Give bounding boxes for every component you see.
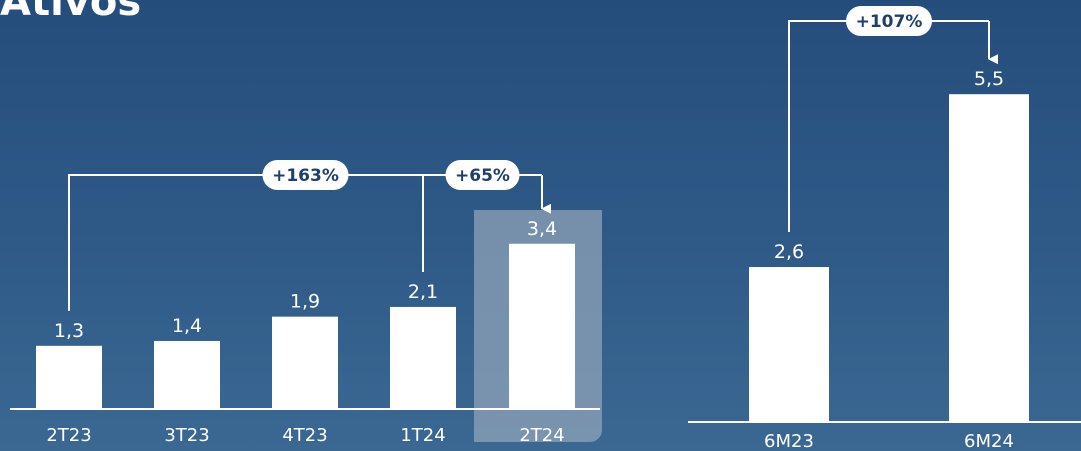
category-label-6m24: 6M24 — [964, 431, 1014, 451]
growth-label-2t23-to-2t24: +163% — [272, 166, 339, 186]
value-label-2t23: 1,3 — [54, 320, 84, 342]
category-label-6m23: 6M23 — [764, 431, 814, 451]
growth-label-1t24-to-2t24: +65% — [455, 166, 510, 186]
category-label-4t23: 4T23 — [282, 425, 327, 446]
bar-3t23 — [154, 340, 220, 409]
bar-6m24 — [949, 94, 1029, 422]
bar-6m23 — [749, 267, 829, 422]
category-label-2t24: 2T24 — [519, 425, 564, 446]
category-label-1t24: 1T24 — [400, 425, 445, 446]
page-title: Ativos — [0, 0, 142, 25]
value-label-1t24: 2,1 — [408, 281, 438, 303]
bar-2t23 — [36, 345, 102, 409]
growth-badge-6m23-to-6m24 — [846, 6, 932, 36]
connector-2t23-to-2t24 — [68, 174, 542, 311]
bar-4t23 — [272, 316, 338, 409]
value-label-2t24: 3,4 — [527, 218, 557, 240]
category-label-2t23: 2T23 — [46, 425, 91, 446]
category-label-3t23: 3T23 — [164, 425, 209, 446]
growth-label-6m23-to-6m24: +107% — [856, 12, 923, 32]
value-label-6m24: 5,5 — [974, 68, 1004, 90]
growth-badge-1t24-to-2t24 — [445, 160, 520, 190]
value-label-6m23: 2,6 — [774, 241, 804, 263]
growth-badge-2t23-to-2t24 — [262, 160, 349, 190]
value-label-4t23: 1,9 — [290, 291, 320, 313]
value-label-3t23: 1,4 — [172, 315, 202, 337]
bar-2t24 — [509, 243, 575, 409]
bar-1t24 — [390, 306, 456, 409]
